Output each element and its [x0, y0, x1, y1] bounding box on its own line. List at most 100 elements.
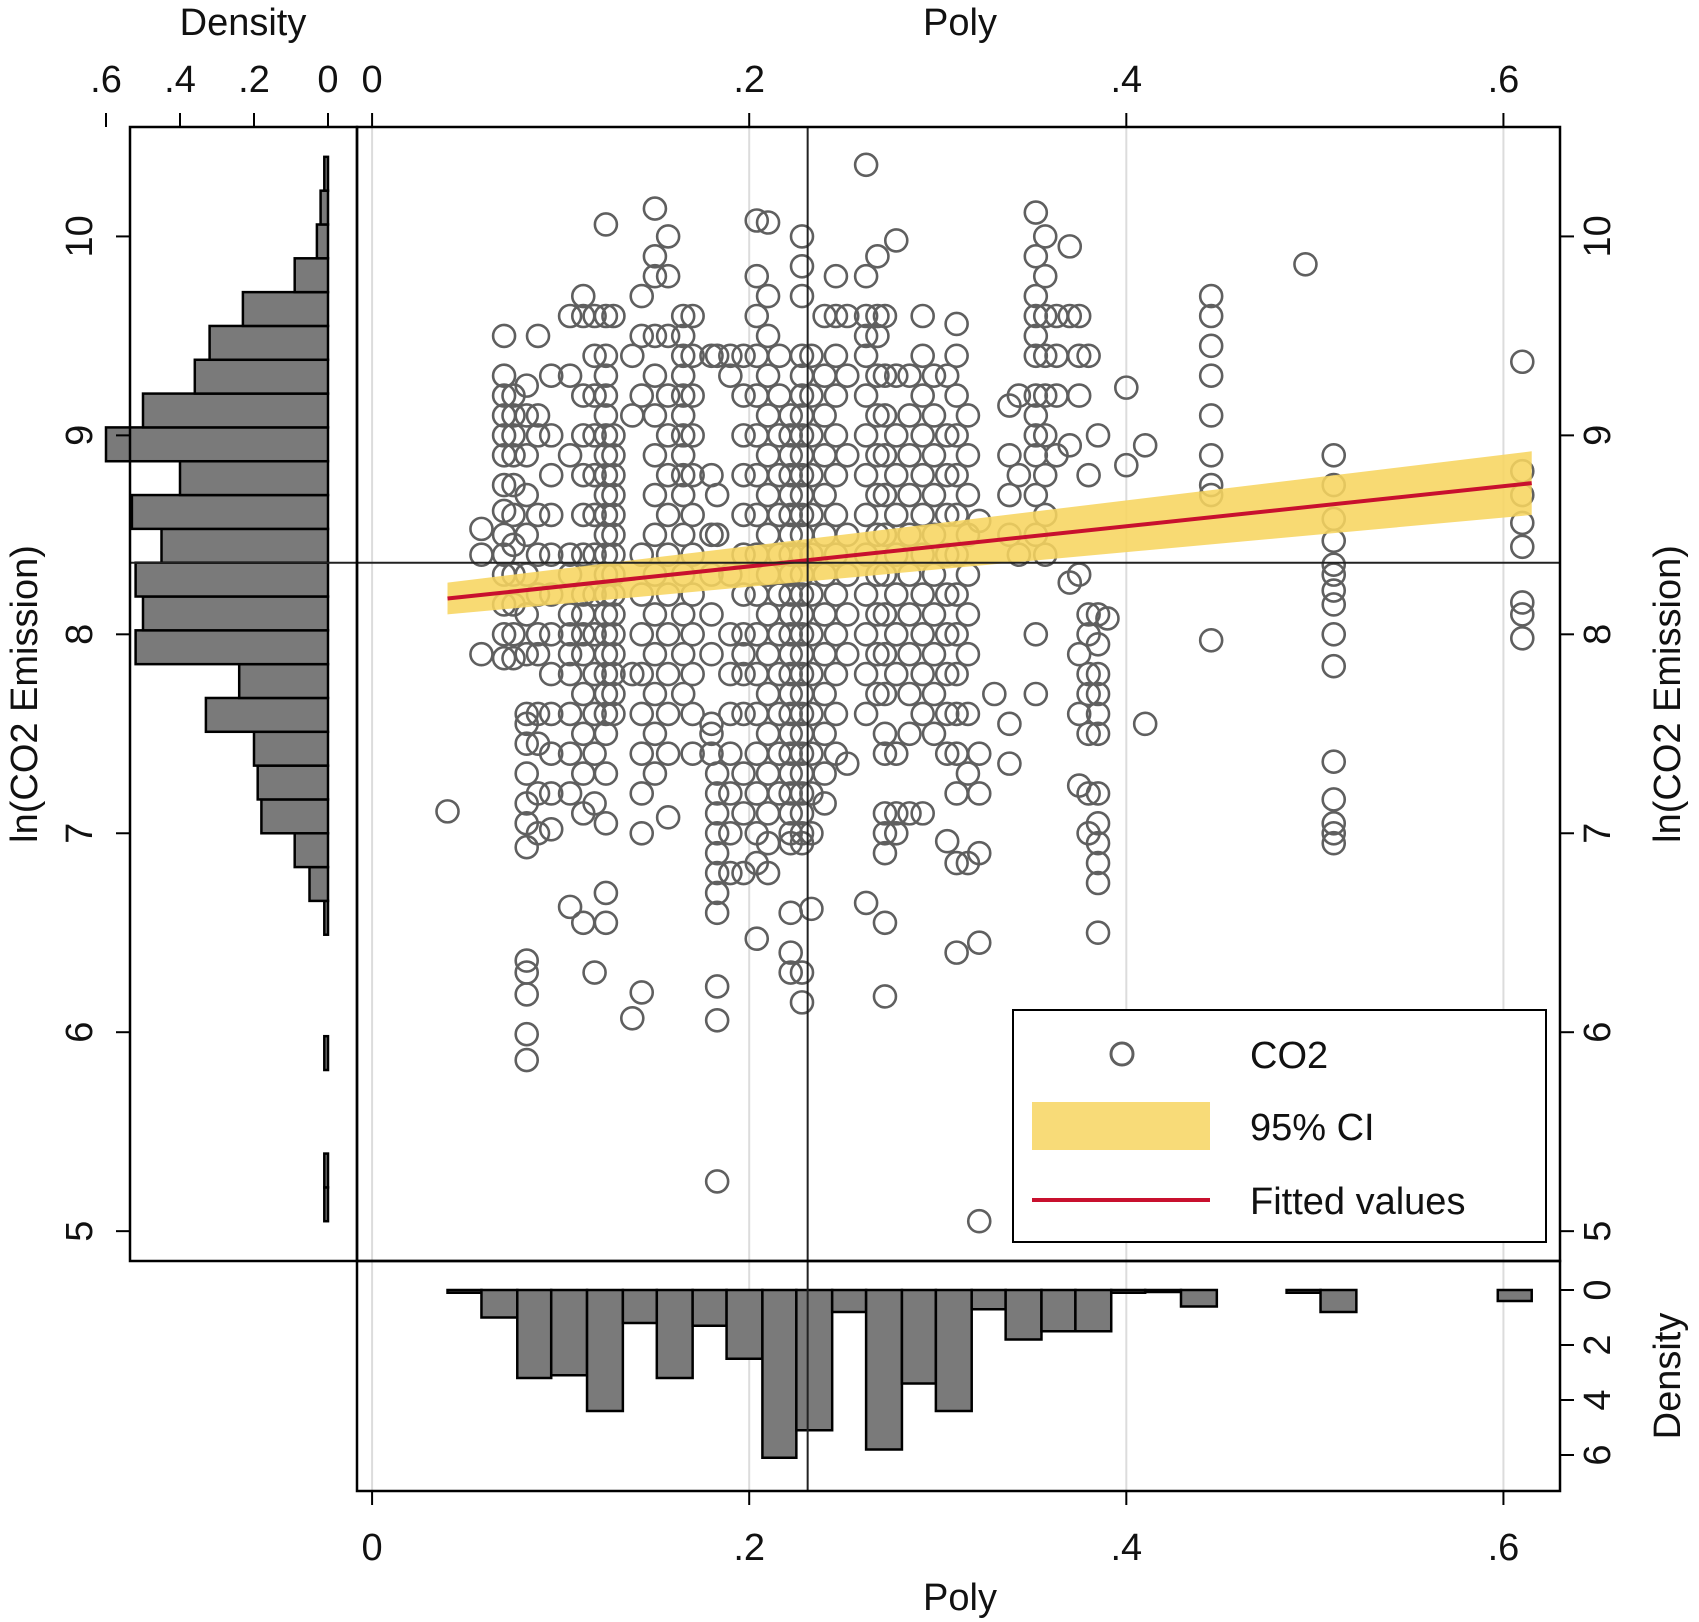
- scatter-point: [853, 582, 879, 607]
- y-axis-title-left: ln(CO2 Emission): [4, 545, 46, 843]
- scatter-point: [514, 982, 540, 1007]
- scatter-point: [1076, 781, 1101, 806]
- scatter-point: [755, 363, 781, 388]
- scatter-point: [812, 641, 837, 667]
- scatter-point: [897, 801, 922, 826]
- scatter-point: [1023, 244, 1049, 269]
- scatter-point: [514, 522, 540, 548]
- scatter-point: [570, 721, 596, 747]
- scatter-point: [955, 403, 981, 428]
- scatter-point: [834, 363, 860, 388]
- legend-label-fit: Fitted values: [1250, 1181, 1465, 1223]
- scatter-point: [469, 516, 494, 542]
- y-tick-label-left: 7: [59, 823, 101, 844]
- scatter-point: [910, 303, 935, 329]
- scatter-point: [629, 741, 655, 766]
- scatter-point: [778, 761, 803, 786]
- x-histogram-bar: [1040, 1288, 1077, 1333]
- scatter-point: [823, 661, 849, 687]
- scatter-point: [955, 482, 981, 508]
- scatter-point: [755, 761, 781, 786]
- scatter-point: [934, 622, 960, 647]
- scatter-point: [944, 383, 969, 408]
- fitted-line: [447, 481, 1532, 601]
- scatter-point: [1321, 749, 1347, 774]
- scatter-point: [872, 681, 898, 707]
- scatter-point: [1509, 534, 1535, 560]
- scatter-point: [865, 641, 890, 667]
- scatter-point: [491, 423, 517, 448]
- scatter-point: [789, 622, 815, 647]
- scatter-point: [921, 403, 947, 428]
- y-tick-label-left: 10: [59, 215, 101, 257]
- scatter-point: [921, 442, 947, 468]
- scatter-point: [1321, 592, 1347, 617]
- scatter-point: [883, 363, 909, 388]
- scatter-point: [944, 311, 969, 337]
- scatter-point: [853, 152, 879, 178]
- scatter-point: [1132, 711, 1158, 737]
- scatter-point: [767, 383, 792, 408]
- scatter-point: [718, 860, 743, 886]
- scatter-point: [601, 522, 626, 548]
- scatter-point: [525, 701, 551, 727]
- scatter-point: [570, 761, 596, 786]
- scatter-point: [966, 840, 992, 866]
- scatter-point: [944, 661, 969, 687]
- x-histogram-bar: [621, 1288, 659, 1325]
- scatter-point: [699, 711, 724, 737]
- scatter-point: [525, 502, 551, 528]
- scatter-point: [593, 383, 619, 408]
- scatter-point: [514, 403, 540, 428]
- x-histogram: [446, 1288, 1533, 1459]
- scatter-point: [744, 263, 770, 289]
- scatter-point: [593, 880, 619, 906]
- scatter-point: [865, 403, 890, 428]
- scatter-point: [557, 781, 583, 806]
- scatter-point: [853, 303, 879, 329]
- scatter-point: [755, 283, 781, 309]
- scatter-point: [557, 542, 583, 568]
- scatter-point: [1057, 433, 1083, 458]
- x-histogram-bar: [970, 1288, 1007, 1311]
- scatter-point: [812, 602, 837, 627]
- scatter-point: [731, 462, 756, 488]
- scatter-point: [538, 542, 564, 568]
- y-tick-label-left: 6: [59, 1022, 101, 1043]
- scatter-point: [1114, 452, 1139, 478]
- scatter-point: [670, 303, 696, 329]
- scatter-point: [955, 761, 981, 786]
- scatter-point: [755, 482, 781, 508]
- scatter-point: [883, 622, 909, 647]
- scatter-point: [718, 363, 743, 388]
- x-histogram-bar: [655, 1288, 694, 1380]
- scatter-point: [1085, 870, 1111, 896]
- scatter-point: [883, 228, 909, 253]
- scatter-point: [655, 224, 681, 249]
- scatter-point: [642, 482, 668, 508]
- scatter-point: [865, 681, 890, 707]
- y-histogram-bar: [208, 324, 330, 362]
- scatter-point: [1076, 343, 1101, 369]
- scatter-point: [966, 930, 992, 955]
- scatter-point: [778, 403, 803, 428]
- scatter-point: [997, 711, 1022, 737]
- scatter-point: [655, 383, 681, 408]
- scatter-point: [944, 781, 969, 806]
- scatter-point: [834, 602, 860, 627]
- scatter-point: [704, 801, 730, 826]
- scatter-point: [853, 343, 879, 369]
- x-axis-title-bottom: Poly: [923, 1577, 997, 1619]
- y-histogram-bar: [160, 527, 330, 564]
- y-histogram-bar: [260, 798, 330, 835]
- scatter-point: [731, 701, 756, 727]
- x-histogram-density-title: Density: [1647, 1313, 1689, 1440]
- scatter-point: [582, 343, 607, 369]
- scatter-point: [525, 641, 551, 667]
- x-hist-tick-label: 6: [1577, 1444, 1619, 1465]
- scatter-point: [944, 423, 969, 448]
- scatter-point: [680, 462, 705, 488]
- scatter-point: [865, 442, 890, 468]
- scatter-point: [1006, 462, 1032, 488]
- y-axis-title-right: ln(CO2 Emission): [1647, 545, 1689, 843]
